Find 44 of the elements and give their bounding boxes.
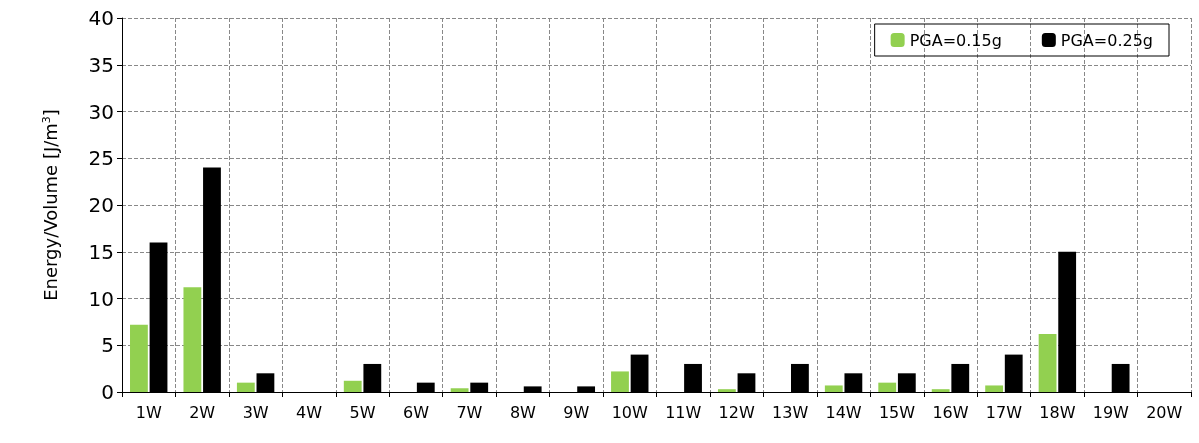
legend-label: PGA=0.15g xyxy=(909,30,1002,50)
y-tick-label: 25 xyxy=(88,146,114,171)
x-tick-label: 16W xyxy=(932,402,969,422)
x-tick-label: 17W xyxy=(985,402,1023,422)
y-axis-title: Energy/Volume [J/m3] xyxy=(40,109,61,301)
x-tick-label: 12W xyxy=(718,402,755,422)
y-tick-label: 10 xyxy=(88,286,114,311)
x-tick-label: 18W xyxy=(1039,402,1076,422)
bar xyxy=(236,382,255,392)
x-tick-label: 13W xyxy=(772,402,809,422)
bar xyxy=(717,389,736,392)
bar xyxy=(824,385,843,392)
x-tick-label: 10W xyxy=(611,402,649,422)
y-tick-label: 35 xyxy=(88,52,114,77)
x-tick-label: 6W xyxy=(402,402,430,422)
bar xyxy=(931,389,950,392)
bar xyxy=(450,388,469,392)
x-tick-label: 9W xyxy=(563,402,590,422)
bar xyxy=(611,371,629,392)
x-tick-label: 1W xyxy=(135,402,162,422)
bar xyxy=(878,382,897,392)
x-tick-label: 15W xyxy=(878,402,916,422)
bar xyxy=(343,380,362,392)
x-tick-label: 5W xyxy=(349,402,376,422)
x-tick-label: 19W xyxy=(1092,402,1130,422)
legend-label: PGA=0.25g xyxy=(1060,30,1154,50)
y-tick-label: 40 xyxy=(88,6,114,30)
bar xyxy=(183,287,202,392)
y-tick-label: 30 xyxy=(88,99,114,124)
y-tick-label: 0 xyxy=(101,380,114,404)
x-tick-label: 7W xyxy=(456,402,483,422)
x-tick-label: 3W xyxy=(242,402,269,422)
bar xyxy=(985,385,1004,392)
x-tick-label: 8W xyxy=(509,402,537,422)
x-tick-label: 14W xyxy=(825,402,862,422)
bar xyxy=(130,324,148,392)
x-tick-label: 2W xyxy=(189,402,216,422)
x-tick-label: 11W xyxy=(665,402,702,422)
bar xyxy=(1038,334,1057,392)
x-tick-label: 4W xyxy=(296,402,323,422)
y-tick-label: 15 xyxy=(88,239,114,264)
y-tick-label: 20 xyxy=(88,193,114,217)
y-tick-label: 5 xyxy=(101,333,114,358)
x-tick-label: 20W xyxy=(1146,402,1183,422)
